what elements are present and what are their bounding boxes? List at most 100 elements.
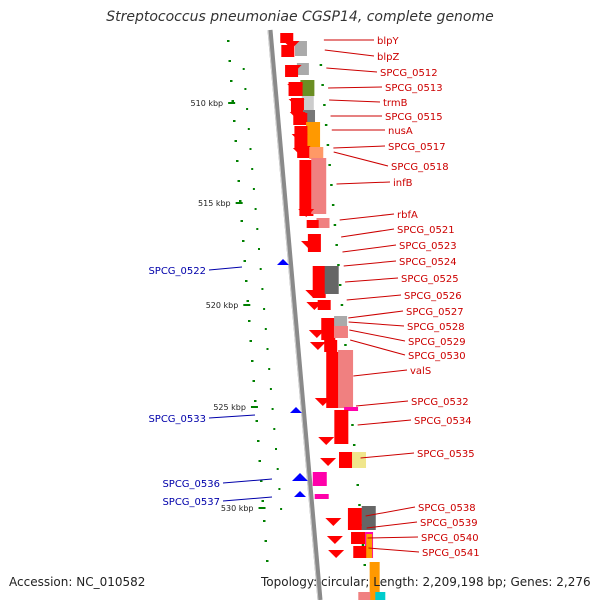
gene-label-line	[342, 244, 397, 253]
gene-feature-block	[334, 316, 348, 326]
guide-dot	[319, 64, 323, 66]
gene-label-SPCG_0533: SPCG_0533	[148, 414, 206, 425]
guide-dot	[344, 344, 347, 346]
forward-arrow-head	[287, 84, 304, 92]
scale-tick-label: 530 kbp	[221, 504, 254, 513]
forward-arrow-head	[328, 550, 345, 558]
gene-feature-block	[361, 506, 376, 530]
guide-dot	[259, 268, 262, 270]
gene-label-line	[333, 151, 389, 167]
gene-feature-block	[339, 452, 354, 468]
gene-feature-block	[312, 472, 327, 486]
guide-dot	[338, 284, 342, 286]
gene-feature-block	[326, 352, 341, 408]
gene-label-line	[343, 260, 397, 267]
gene-feature-block	[324, 266, 339, 294]
gene-label-trmB: trmB	[383, 98, 408, 109]
gene-label-line	[222, 496, 273, 502]
forward-arrow-head	[298, 209, 315, 217]
guide-dot	[237, 180, 240, 182]
forward-arrow-head	[291, 134, 308, 142]
scale-tick-label: 525 kbp	[213, 403, 246, 412]
gene-label-blpY: blpY	[377, 36, 399, 47]
backbone-line	[267, 29, 323, 600]
accession-text: Accession: NC_010582	[9, 575, 146, 589]
gene-label-line	[366, 521, 418, 529]
gene-feature-block	[351, 532, 366, 544]
gene-feature-block	[352, 452, 367, 468]
guide-dot	[228, 60, 231, 62]
gene-feature-block	[280, 33, 294, 43]
guide-dot	[278, 488, 281, 490]
gene-label-SPCG_0521: SPCG_0521	[397, 225, 455, 236]
guide-dot	[337, 264, 340, 266]
gene-label-line	[329, 99, 381, 103]
gene-label-line	[208, 414, 256, 419]
guide-dot	[254, 208, 257, 210]
reverse-gene-marker	[292, 473, 308, 481]
topology-text: Topology: circular; Length: 2,209,198 bp…	[261, 575, 591, 589]
gene-feature-block	[358, 592, 371, 600]
forward-arrow-head	[292, 148, 309, 156]
guide-dot	[258, 248, 260, 250]
gene-feature-block	[306, 220, 319, 228]
gene-label-SPCG_0541: SPCG_0541	[422, 548, 480, 559]
scale-tick-label: 515 kbp	[198, 199, 231, 208]
gene-label-SPCG_0537: SPCG_0537	[162, 497, 220, 508]
gene-feature-block	[314, 494, 329, 499]
gene-label-infB: infB	[393, 178, 413, 189]
backbone	[267, 29, 323, 600]
forward-arrow-head	[285, 65, 302, 73]
guide-dot	[227, 40, 230, 42]
guide-dot	[352, 444, 356, 446]
scale-tick-mark	[258, 507, 266, 509]
guide-dot	[234, 140, 237, 142]
gene-feature-block	[375, 592, 386, 600]
guide-dot	[257, 440, 260, 442]
scale-tick-mark	[228, 102, 236, 104]
guide-dot	[340, 304, 344, 306]
gene-label-SPCG_0528: SPCG_0528	[407, 322, 465, 333]
guide-dot	[261, 288, 264, 290]
guide-dot	[247, 128, 250, 130]
guide-dot	[240, 220, 243, 222]
guide-dot	[236, 160, 239, 162]
guide-dot	[326, 144, 330, 146]
gene-label-SPCG_0527: SPCG_0527	[406, 307, 464, 318]
guide-dot	[321, 84, 324, 86]
forward-arrow-head	[306, 302, 323, 310]
gene-label-line	[222, 478, 273, 484]
gene-feature-block	[334, 410, 349, 444]
gene-label-line	[357, 419, 412, 426]
reverse-gene-marker	[294, 491, 306, 497]
gene-label-SPCG_0536: SPCG_0536	[162, 479, 220, 490]
scale-tick-label: 510 kbp	[191, 99, 224, 108]
guide-dot	[254, 400, 257, 402]
gene-label-SPCG_0534: SPCG_0534	[414, 416, 472, 427]
gene-label-SPCG_0530: SPCG_0530	[408, 351, 466, 362]
guide-dot	[330, 184, 333, 186]
forward-arrow-head	[308, 330, 325, 338]
gene-label-valS: valS	[410, 366, 431, 377]
forward-arrow-head	[289, 112, 306, 120]
guide-dot	[333, 224, 337, 226]
guide-dot	[256, 228, 259, 230]
gene-label-line	[360, 452, 415, 459]
guide-dot	[351, 424, 354, 426]
gene-label-SPCG_0538: SPCG_0538	[418, 503, 476, 514]
gene-label-line	[333, 145, 386, 149]
guide-dot	[280, 508, 283, 510]
guide-dot	[248, 320, 251, 322]
guide-dot	[328, 164, 331, 166]
gene-label-line	[328, 86, 383, 89]
guide-dot	[266, 348, 269, 350]
guide-dot	[358, 504, 361, 506]
gene-label-SPCG_0526: SPCG_0526	[404, 291, 462, 302]
gene-label-line	[208, 266, 243, 271]
gene-label-line	[345, 277, 399, 283]
guide-dot	[275, 448, 277, 450]
guide-dot	[323, 104, 326, 106]
gene-label-SPCG_0522: SPCG_0522	[148, 266, 206, 277]
gene-feature-block	[306, 122, 321, 148]
